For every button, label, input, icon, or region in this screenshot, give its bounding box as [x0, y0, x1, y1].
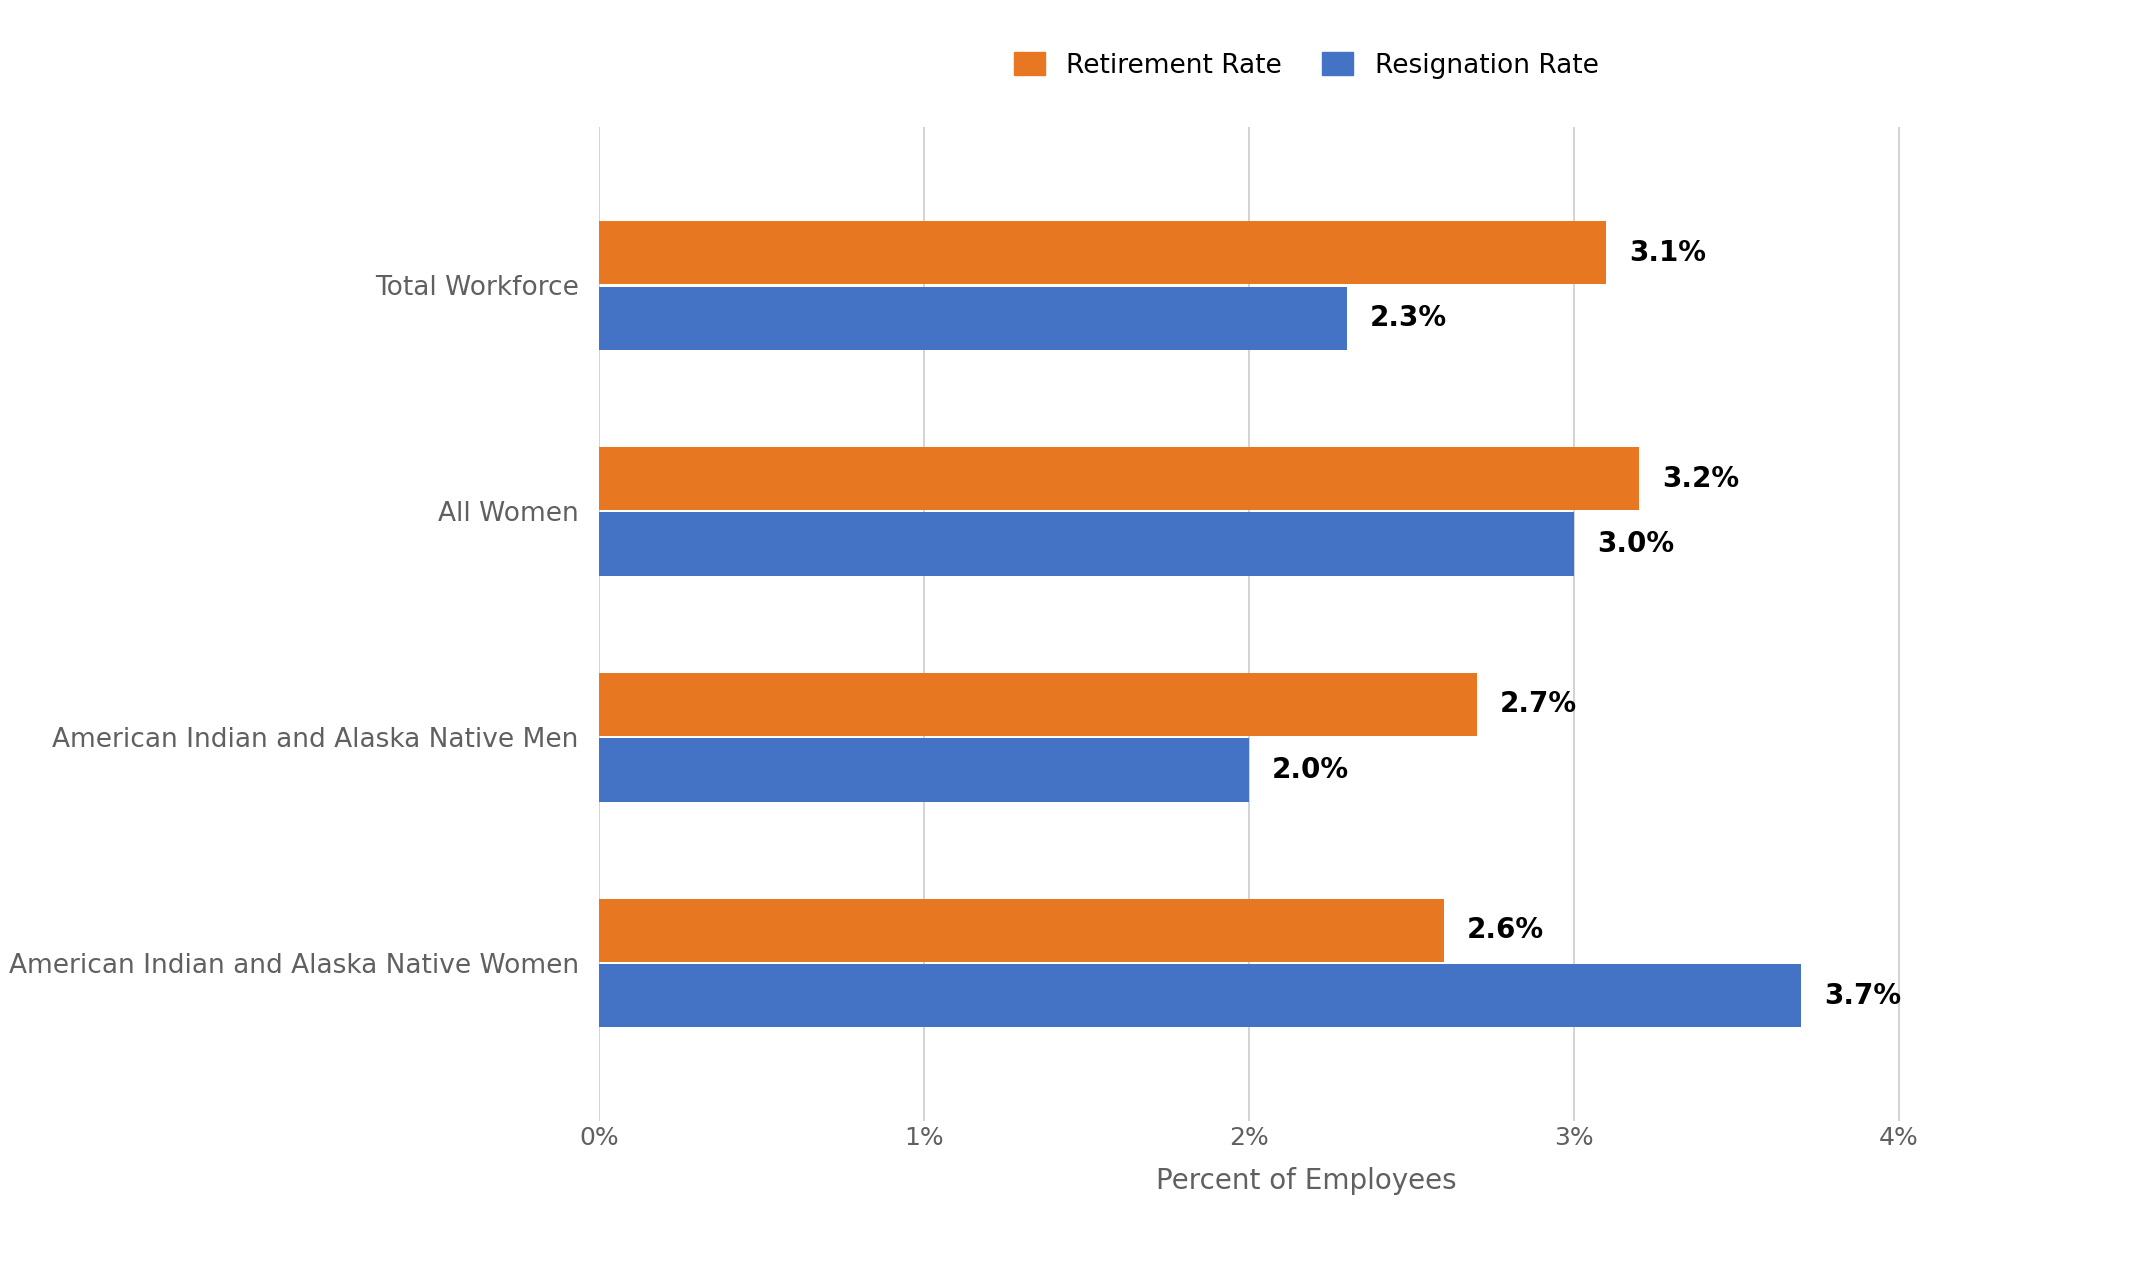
Text: 3.1%: 3.1%	[1629, 238, 1706, 266]
Legend: Retirement Rate, Resignation Rate: Retirement Rate, Resignation Rate	[1004, 41, 1608, 89]
Text: 2.3%: 2.3%	[1370, 304, 1447, 333]
X-axis label: Percent of Employees: Percent of Employees	[1156, 1167, 1456, 1195]
Text: 2.0%: 2.0%	[1272, 755, 1349, 784]
Text: 3.7%: 3.7%	[1824, 982, 1901, 1010]
Text: 3.2%: 3.2%	[1661, 465, 1738, 493]
Text: 2.6%: 2.6%	[1467, 916, 1544, 944]
Text: 2.7%: 2.7%	[1499, 691, 1576, 719]
Bar	[599, 964, 1801, 1027]
Text: 3.0%: 3.0%	[1597, 530, 1674, 558]
Bar	[599, 739, 1248, 801]
Bar	[599, 222, 1606, 284]
Bar	[599, 898, 1443, 962]
Bar	[599, 447, 1640, 510]
Bar	[599, 673, 1477, 736]
Bar	[599, 287, 1347, 350]
Bar	[599, 512, 1574, 576]
